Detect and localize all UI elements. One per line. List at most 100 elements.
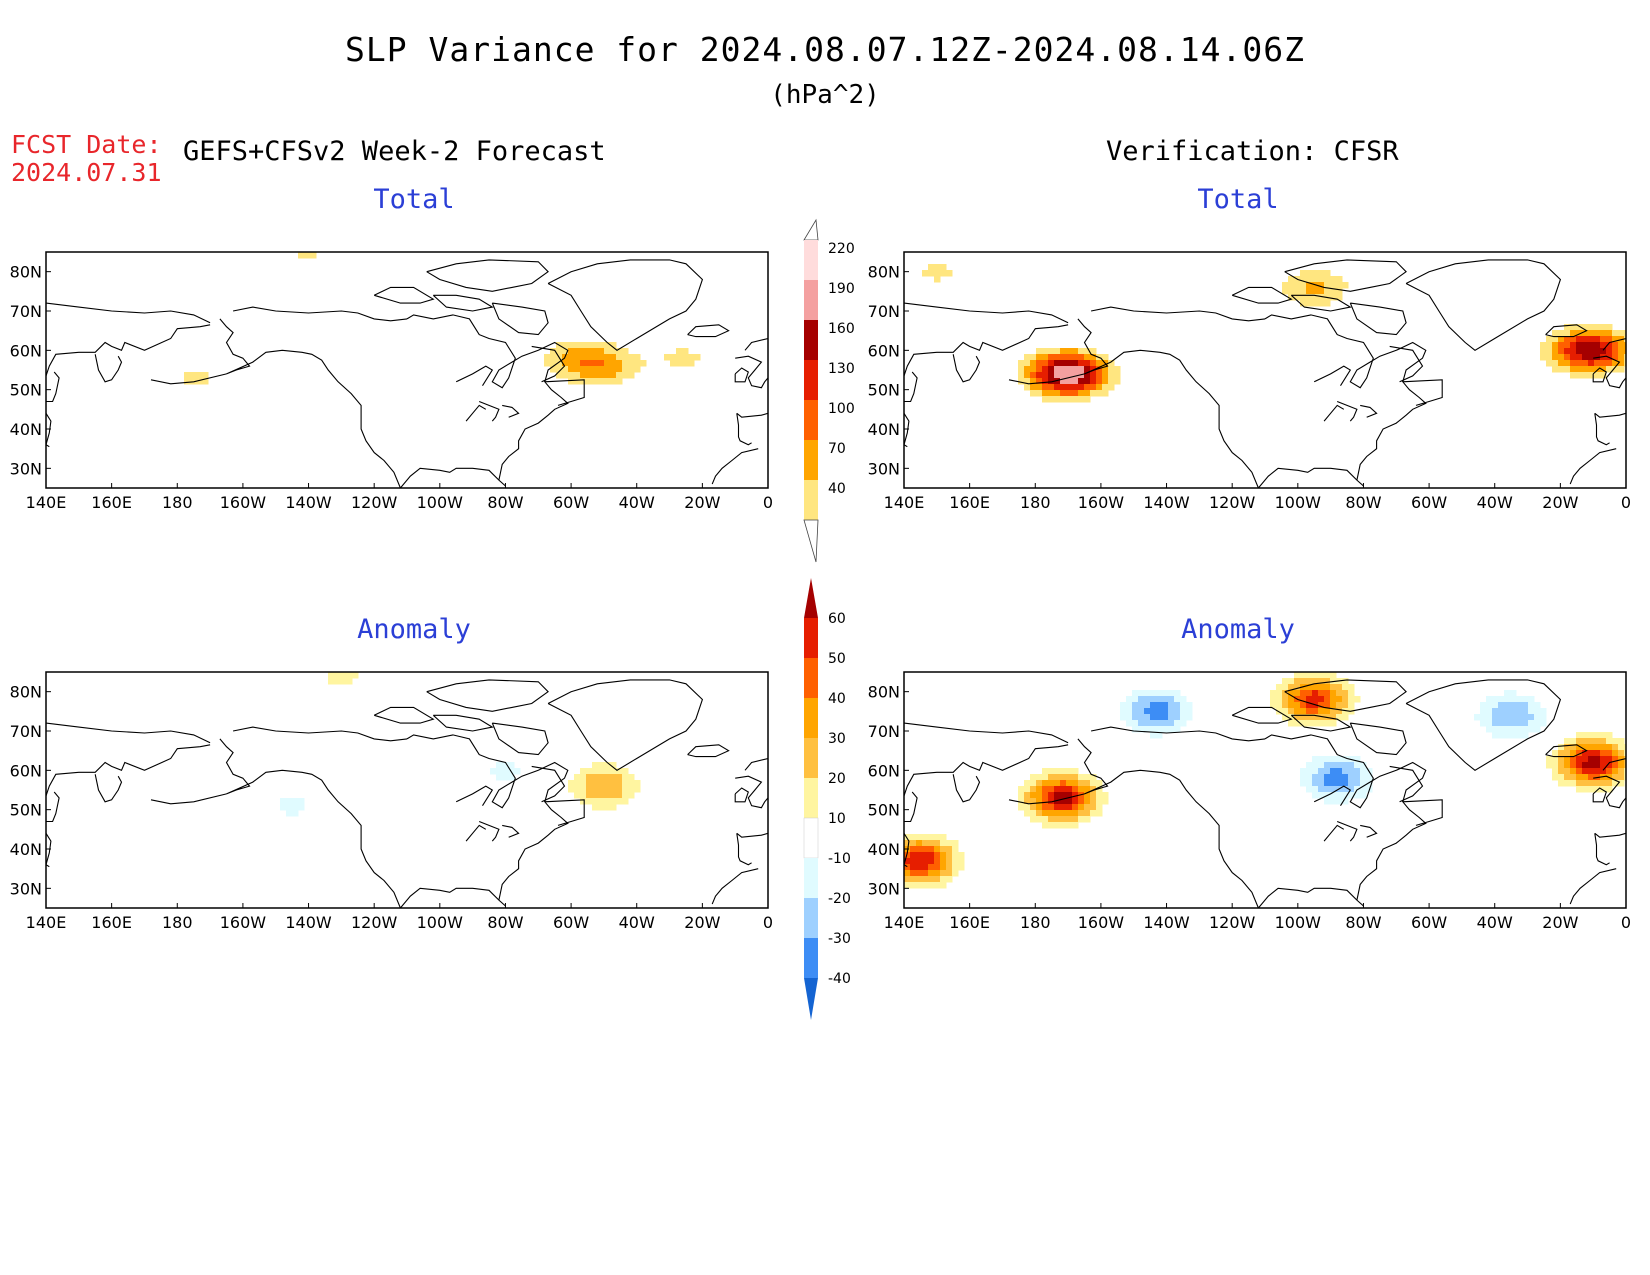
- field-cell: [1342, 768, 1349, 775]
- coastlines: [46, 679, 768, 908]
- field-cell: [1168, 702, 1175, 709]
- lon-tick-label: 80W: [1345, 493, 1381, 512]
- lon-tick-label: 100W: [1275, 493, 1322, 512]
- field-cell: [1576, 360, 1583, 367]
- field-cell: [1138, 708, 1145, 715]
- field-cell: [1318, 702, 1325, 709]
- field-cell: [1564, 324, 1571, 331]
- field-cell: [1318, 294, 1325, 301]
- field-cell: [1324, 288, 1331, 295]
- field-cell: [1066, 378, 1073, 385]
- field-cell: [1534, 720, 1541, 727]
- field-cell: [502, 774, 509, 781]
- field-cell: [1594, 732, 1601, 739]
- field-cell: [1582, 756, 1589, 763]
- field-cell: [604, 348, 611, 355]
- field-cell: [574, 372, 581, 379]
- field-cell: [1048, 804, 1055, 811]
- field-cell: [1348, 762, 1355, 769]
- field-cell: [598, 798, 605, 805]
- field-cell: [928, 882, 935, 889]
- field-cell: [922, 270, 929, 277]
- field-cell: [916, 840, 923, 847]
- field-cell: [1474, 714, 1481, 721]
- field-cell: [1060, 810, 1067, 817]
- field-cell: [1600, 768, 1607, 775]
- field-cell: [1078, 366, 1085, 373]
- field-cell: [1150, 702, 1157, 709]
- field-cell: [1324, 696, 1331, 703]
- field-cell: [1624, 768, 1626, 775]
- field-cell: [940, 264, 947, 271]
- field-cell: [1282, 702, 1289, 709]
- coastline: [502, 824, 520, 838]
- field-cell: [1306, 684, 1313, 691]
- field-cell: [1612, 348, 1619, 355]
- field-cell: [1300, 288, 1307, 295]
- field-cell: [1624, 744, 1626, 751]
- field-cell: [574, 342, 581, 349]
- colorbar-label: 220: [828, 241, 855, 257]
- field-cell: [682, 348, 689, 355]
- field-cell: [1618, 354, 1625, 361]
- coastline: [736, 832, 768, 838]
- coastline: [1077, 318, 1259, 488]
- field-cell: [1084, 390, 1091, 397]
- field-cell: [1336, 294, 1343, 301]
- field-cell: [196, 372, 203, 379]
- coastline: [1405, 259, 1562, 351]
- field-cell: [616, 348, 623, 355]
- field-cell: [1540, 342, 1547, 349]
- field-cell: [1036, 348, 1043, 355]
- field-cell: [1144, 720, 1151, 727]
- forecast-heading: GEFS+CFSv2 Week-2 Forecast: [183, 136, 606, 167]
- field-cell: [1588, 768, 1595, 775]
- fcst-date-label: FCST Date:: [11, 130, 162, 159]
- field-cell: [1342, 678, 1349, 685]
- field-cell: [1054, 372, 1061, 379]
- field-cell: [610, 366, 617, 373]
- field-cell: [1066, 810, 1073, 817]
- field-cell: [1330, 672, 1337, 679]
- field-cell: [1090, 774, 1097, 781]
- field-cell: [550, 366, 557, 373]
- field-cell: [1294, 714, 1301, 721]
- field-cell: [928, 834, 935, 841]
- field-cell: [568, 372, 575, 379]
- coastline: [1284, 259, 1407, 292]
- field-cell: [1306, 720, 1313, 727]
- field-cell: [1306, 714, 1313, 721]
- field-cell: [940, 846, 947, 853]
- field-cell: [676, 354, 683, 361]
- field-cell: [1282, 282, 1289, 289]
- field-cell: [592, 360, 599, 367]
- field-cell: [1120, 702, 1127, 709]
- field-cell: [622, 348, 629, 355]
- field-cell: [592, 762, 599, 769]
- field-cell: [1612, 342, 1619, 349]
- lon-tick-label: 40W: [1477, 493, 1513, 512]
- field-cell: [1066, 396, 1073, 403]
- field-cell: [1030, 792, 1037, 799]
- lon-tick-label: 140W: [1143, 913, 1190, 932]
- field-cell: [1582, 348, 1589, 355]
- lon-tick-label: 160W: [220, 493, 267, 512]
- field-cell: [280, 798, 287, 805]
- field-cell: [940, 852, 947, 859]
- coastline: [1593, 775, 1626, 809]
- field-cell: [1312, 684, 1319, 691]
- colorbar-segment: [804, 320, 818, 360]
- field-cell: [1036, 390, 1043, 397]
- field-cell: [1306, 276, 1313, 283]
- field-cell: [1588, 342, 1595, 349]
- field-cell: [1090, 372, 1097, 379]
- field-cell: [1504, 720, 1511, 727]
- field-cell: [1084, 354, 1091, 361]
- lat-tick-label: 40N: [868, 840, 900, 859]
- field-cell: [1282, 708, 1289, 715]
- field-cell: [1588, 774, 1595, 781]
- field-cell: [1294, 690, 1301, 697]
- lat-tick-label: 70N: [10, 302, 42, 321]
- field-cell: [598, 804, 605, 811]
- field-cell: [1126, 696, 1133, 703]
